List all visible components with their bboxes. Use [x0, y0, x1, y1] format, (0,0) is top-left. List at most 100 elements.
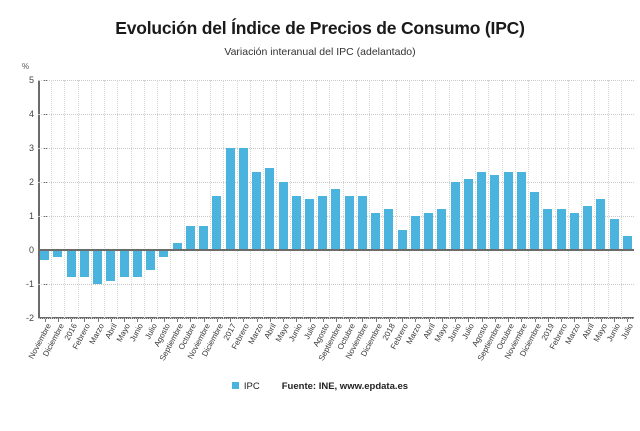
x-tick-mark [481, 319, 483, 322]
x-tick-mark [455, 319, 457, 322]
gridline-vertical [130, 80, 132, 318]
gridline-vertical [342, 80, 344, 318]
gridline-vertical [210, 80, 212, 318]
gridline-horizontal [38, 114, 634, 115]
bar [66, 250, 76, 278]
gridline-vertical [223, 80, 225, 318]
gridline-vertical [249, 80, 251, 318]
bar [609, 219, 619, 250]
gridline-vertical [541, 80, 543, 318]
gridline-vertical [395, 80, 397, 318]
bar [93, 250, 103, 284]
gridline-vertical [422, 80, 424, 318]
x-tick-mark [137, 319, 139, 322]
bar [185, 226, 195, 250]
bar [357, 195, 367, 250]
bar [172, 243, 182, 250]
bar [516, 171, 526, 250]
x-tick-mark [521, 319, 523, 322]
gridline-vertical [448, 80, 450, 318]
bar [238, 148, 248, 250]
bar [490, 175, 500, 250]
gridline-vertical [183, 80, 185, 318]
gridline-vertical [528, 80, 530, 318]
x-tick-mark [203, 319, 205, 322]
gridline-vertical [408, 80, 410, 318]
gridline-vertical [157, 80, 159, 318]
bar [530, 192, 540, 250]
zero-line [38, 249, 634, 251]
bar [318, 195, 328, 250]
gridline-vertical [117, 80, 119, 318]
bar [53, 250, 63, 257]
bar [265, 168, 275, 250]
chart-footer: IPC Fuente: INE, www.epdata.es [0, 381, 640, 392]
x-tick-mark [243, 319, 245, 322]
y-tick-label: 4 [28, 109, 34, 119]
bar [212, 195, 222, 250]
bar [583, 205, 593, 250]
bar [119, 250, 129, 278]
bar [397, 229, 407, 250]
gridline-vertical [382, 80, 384, 318]
gridline-vertical [567, 80, 569, 318]
gridline-vertical [369, 80, 371, 318]
x-tick-mark [230, 319, 232, 322]
gridline-vertical [236, 80, 238, 318]
x-tick-mark [534, 319, 536, 322]
y-axis-line [38, 80, 40, 318]
bar [106, 250, 116, 281]
bar [159, 250, 169, 257]
y-tick-label: 0 [28, 245, 34, 255]
bar [225, 148, 235, 250]
gridline-vertical [594, 80, 596, 318]
bar [384, 209, 394, 250]
bar [291, 195, 301, 250]
gridline-horizontal [38, 284, 634, 285]
gridline-horizontal [38, 318, 634, 319]
x-tick-mark [428, 319, 430, 322]
bar [477, 171, 487, 250]
y-axis-unit-label: % [22, 62, 30, 71]
source-label: Fuente: INE, www.epdata.es [281, 381, 409, 392]
x-tick-mark [269, 319, 271, 322]
gridline-vertical [90, 80, 92, 318]
x-tick-mark [336, 319, 337, 322]
bar [437, 209, 447, 250]
bar [371, 212, 381, 250]
x-tick-mark [296, 319, 298, 322]
plot-area [38, 80, 634, 319]
x-tick-mark [402, 319, 404, 322]
x-tick-mark [547, 319, 549, 322]
gridline-vertical [488, 80, 490, 318]
legend-swatch-ipc [231, 382, 239, 389]
gridline-vertical [620, 80, 622, 318]
bar [40, 250, 50, 261]
x-tick-mark [84, 319, 86, 322]
bar [305, 199, 314, 250]
x-tick-mark [587, 319, 589, 322]
chart-title: Evolución del Índice de Precios de Consu… [115, 18, 525, 38]
gridline-vertical [77, 80, 79, 318]
y-tick-label: 5 [28, 75, 34, 85]
x-tick-mark [256, 319, 258, 322]
bar [569, 212, 579, 250]
x-tick-mark [614, 319, 616, 322]
x-tick-mark [124, 319, 126, 322]
x-tick-mark [216, 319, 218, 322]
bar [622, 236, 632, 250]
gridline-vertical [501, 80, 503, 318]
bar [596, 199, 606, 250]
x-tick-mark [177, 319, 179, 322]
gridline-vertical [355, 80, 357, 318]
gridline-vertical [104, 80, 106, 318]
x-tick-mark [349, 319, 351, 322]
x-axis-labels: Noviembre Diciembre 2016 Febrero Marzo Abril M… [0, 322, 640, 382]
bar [331, 188, 341, 250]
y-axis-ticks: 5 4 3 2 1 0 -1 -2 [8, 76, 48, 323]
bar [503, 171, 513, 250]
x-tick-mark [57, 319, 59, 322]
bar [79, 250, 89, 278]
x-tick-mark [388, 319, 390, 322]
gridline-vertical [143, 80, 145, 318]
